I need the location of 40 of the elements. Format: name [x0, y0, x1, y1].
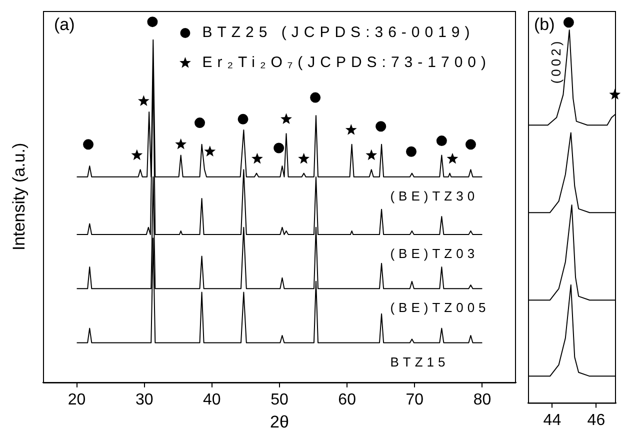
x-tick-label: 70	[406, 391, 424, 408]
point	[83, 139, 94, 150]
series-label: (BE)TZ30	[390, 188, 479, 204]
x-tick-label: 46	[587, 412, 606, 429]
point	[175, 138, 187, 150]
x-tick-label: 20	[68, 391, 86, 408]
point	[465, 139, 476, 150]
x-tick-label: 80	[473, 391, 492, 408]
x-tick-label: 40	[203, 391, 221, 408]
series-label: BTZ15	[390, 354, 450, 370]
point	[194, 118, 206, 128]
point	[366, 149, 378, 160]
annotation: (b)	[534, 15, 555, 34]
point	[131, 149, 143, 160]
series-label: (BE)TZ03	[390, 246, 479, 262]
annotation: (a)	[54, 15, 75, 34]
point	[274, 142, 284, 154]
x-tick-label: 60	[338, 391, 356, 408]
legend-label: BTZ25 (JCPDS:36-0019)	[202, 24, 475, 42]
point	[138, 95, 150, 106]
y-axis-title: Intensity (a.u.)	[10, 142, 29, 251]
series-label: (BE)TZ005	[390, 300, 490, 316]
point	[345, 124, 357, 135]
point	[147, 16, 158, 28]
point	[238, 114, 248, 124]
point	[436, 136, 447, 146]
point	[376, 121, 386, 132]
point	[280, 113, 292, 124]
point	[406, 146, 417, 157]
legend-label: Er₂Ti₂O₇(JCPDS:73-1700)	[202, 54, 492, 72]
x-tick-label: 30	[135, 391, 154, 408]
point	[446, 152, 458, 164]
point	[251, 152, 263, 164]
x-axis-title: 2θ	[270, 412, 289, 432]
x-tick-label: 44	[543, 412, 562, 429]
annotation: (002)	[548, 38, 564, 84]
point	[310, 92, 321, 103]
point	[298, 152, 310, 164]
point	[204, 146, 216, 156]
x-tick-label: 50	[270, 391, 288, 408]
